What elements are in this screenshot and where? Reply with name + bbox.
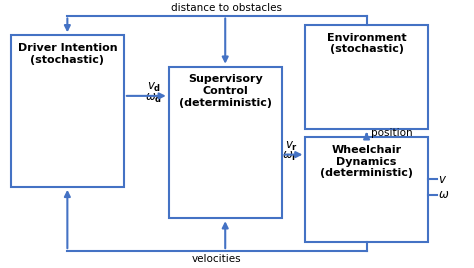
- Text: Driver Intention
(stochastic): Driver Intention (stochastic): [18, 43, 117, 65]
- Bar: [169, 66, 282, 218]
- Text: distance to obstacles: distance to obstacles: [171, 3, 282, 13]
- Text: Environment
(stochastic): Environment (stochastic): [327, 32, 406, 54]
- Text: velocities: velocities: [192, 254, 242, 264]
- Text: Supervisory
Control
(deterministic): Supervisory Control (deterministic): [179, 75, 272, 108]
- Bar: [305, 137, 428, 242]
- Text: $v$: $v$: [438, 173, 447, 186]
- Text: Wheelchair
Dynamics
(deterministic): Wheelchair Dynamics (deterministic): [320, 145, 413, 178]
- Bar: [305, 25, 428, 129]
- Text: $\omega_\mathbf{r}$: $\omega_\mathbf{r}$: [282, 150, 298, 163]
- Text: position: position: [371, 128, 413, 138]
- Bar: [11, 35, 124, 187]
- Text: $v_\mathbf{r}$: $v_\mathbf{r}$: [285, 140, 298, 153]
- Text: $\omega$: $\omega$: [438, 188, 449, 201]
- Text: $\omega_\mathbf{d}$: $\omega_\mathbf{d}$: [145, 91, 162, 105]
- Text: $v_\mathbf{d}$: $v_\mathbf{d}$: [147, 81, 162, 94]
